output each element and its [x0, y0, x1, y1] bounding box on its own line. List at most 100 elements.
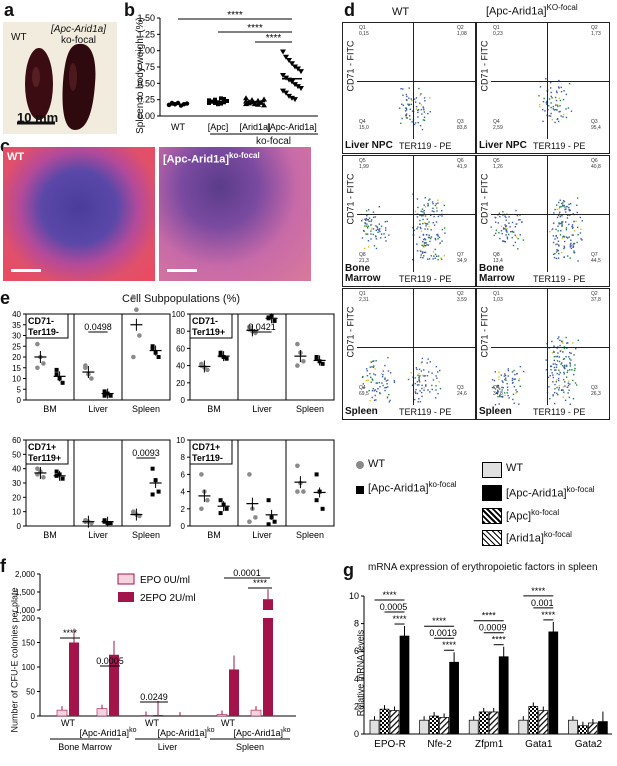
facs-dot [420, 215, 423, 217]
facs-dot [562, 202, 564, 204]
histology-wt: WT [3, 147, 155, 281]
facs-dot [545, 359, 547, 361]
facs-dot [366, 375, 369, 377]
facs-dot [566, 217, 569, 219]
facs-dot [427, 244, 430, 246]
g-bar [468, 719, 479, 735]
facs-dot [387, 356, 389, 359]
facs-dot [503, 392, 506, 394]
facs-dot [500, 225, 503, 227]
f-bar-epo2 [229, 669, 239, 716]
facs-ylabel: CD71 - FITC [345, 40, 356, 92]
facs-tissue: Liver NPC [345, 140, 393, 151]
facs-dot [552, 395, 554, 397]
facs-dot [576, 226, 579, 229]
facs-q4: Q8 [359, 252, 366, 258]
facs-dot [443, 204, 446, 207]
facs-dot [376, 228, 379, 230]
facs-dot [539, 106, 541, 108]
facs-dot [382, 373, 384, 376]
facs-v4: 21,3 [359, 258, 369, 264]
facs-dot [553, 366, 556, 369]
facs-v1: 1,99 [359, 164, 369, 170]
e-ko-point [150, 492, 155, 497]
g-sig-label: 0.0005 [380, 602, 408, 612]
e-ytick-label: 40 [176, 362, 185, 371]
facs-dot [542, 120, 544, 123]
facs-v4: 13,4 [493, 258, 503, 264]
e-ytick-label: 0 [181, 396, 186, 405]
facs-dot [581, 220, 583, 222]
facs-dot [550, 102, 552, 104]
facs-dot [566, 205, 568, 208]
facs-dot [504, 378, 506, 381]
facs-dot [416, 250, 419, 252]
e-ytick-label: 40 [12, 465, 21, 474]
g-ytick-label: 0 [354, 729, 359, 739]
facs-dot [512, 398, 514, 401]
facs-dot [495, 229, 498, 231]
facs-dot [437, 235, 439, 237]
facs-dot [511, 221, 514, 224]
e-legend-ko-sup: ko-focal [428, 480, 457, 489]
facs-q3: Q7 [591, 252, 598, 258]
facs-v2: 1,73 [591, 31, 601, 37]
facs-dot [424, 215, 427, 217]
facs-dot [407, 103, 409, 105]
facs-dot [386, 383, 388, 385]
f-sig-label: 0.0001 [233, 568, 261, 578]
b-ylabel: Spleen to body weight (%) [134, 17, 146, 134]
g-ytick-label: 4 [354, 674, 359, 684]
facs-dot [573, 230, 576, 232]
facs-ylabel: CD71 - FITC [479, 173, 490, 225]
facs-dot [554, 96, 557, 99]
facs-dot [494, 371, 497, 373]
facs-dot [416, 368, 418, 371]
e-ko-point [102, 393, 107, 398]
facs-dot [515, 223, 517, 225]
facs-dot [556, 104, 558, 106]
facs-dot [422, 218, 424, 221]
facs-dot [388, 401, 391, 403]
facs-dot [555, 369, 557, 371]
facs-dots [399, 87, 431, 131]
f-bar-epo0 [96, 708, 108, 717]
facs-dot [562, 116, 564, 118]
facs-dot [562, 378, 565, 381]
g-ylabel: Relative mRNA levels [355, 629, 366, 717]
panel-f-label: f [0, 556, 6, 576]
facs-dot [514, 234, 516, 236]
facs-dot [420, 254, 422, 256]
facs-dot [506, 382, 508, 385]
facs-dot [422, 222, 424, 225]
facs-dot [497, 395, 499, 398]
facs-dot [567, 214, 569, 217]
facs-dot [560, 115, 562, 117]
facs-v2: 41,9 [457, 164, 467, 170]
facs-dot [371, 366, 373, 368]
facs-dot [393, 380, 395, 382]
facs-dot [567, 342, 569, 344]
facs-tissue: Spleen [479, 406, 512, 417]
e-wt-point [301, 359, 306, 364]
facs-dot [557, 86, 560, 88]
g-xtick-label: Gata1 [525, 739, 553, 750]
facs-tissue-line1: Bone [479, 263, 504, 274]
facs-dot [499, 388, 501, 390]
facs-dot [563, 246, 566, 249]
facs-dot [424, 197, 426, 199]
facs-dot [404, 110, 407, 112]
facs-dot [420, 391, 423, 394]
facs-dot [437, 392, 439, 395]
facs-dot [506, 231, 508, 233]
facs-dot [547, 105, 550, 107]
facs-dot [375, 229, 378, 231]
facs-dot [570, 352, 572, 355]
histology-ko-scalebar [167, 269, 197, 272]
facs-dot [515, 209, 517, 212]
facs-dot [557, 244, 560, 246]
facs-dot [568, 389, 570, 391]
facs-dot [426, 218, 429, 220]
facs-dot [558, 384, 560, 387]
g-bar [389, 710, 400, 735]
